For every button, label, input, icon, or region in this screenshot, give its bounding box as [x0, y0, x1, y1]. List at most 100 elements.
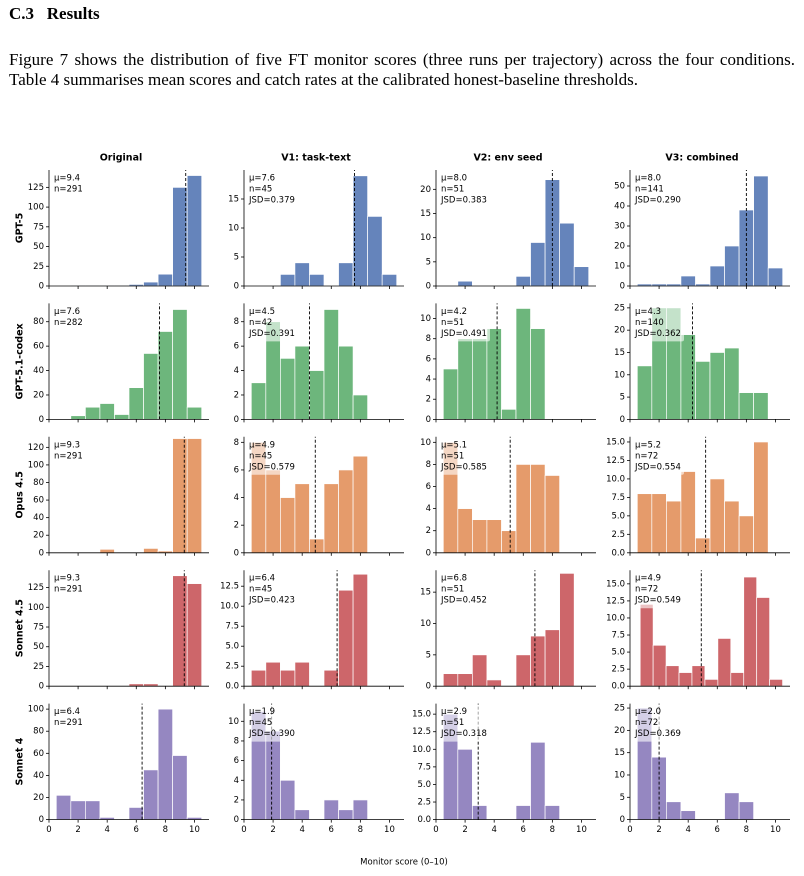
y-tick-label: 0 [234, 282, 239, 292]
bar [457, 748, 473, 820]
bar [709, 478, 725, 554]
y-tick-label: 100 [28, 460, 44, 470]
row-title: GPT-5 [15, 213, 26, 243]
x-tick-label: 6 [715, 825, 720, 835]
bar [265, 730, 281, 820]
y-tick-label: 2 [426, 526, 431, 536]
bar [639, 603, 654, 687]
annotation-box [632, 704, 684, 742]
annotation: μ=6.8 [441, 574, 467, 584]
annotation: μ=5.2 [635, 440, 661, 450]
annotation-box [51, 571, 103, 598]
annotation: n=45 [249, 718, 272, 728]
bar [338, 345, 354, 420]
y-tick-label: 8 [234, 438, 239, 448]
bar [172, 438, 188, 554]
bar [338, 262, 354, 287]
annotation: μ=4.9 [635, 574, 661, 584]
paragraph: Figure 7 shows the distribution of five … [9, 50, 795, 89]
annotation: n=51 [441, 451, 464, 461]
y-tick-label: 6 [426, 482, 431, 492]
bar [143, 281, 159, 287]
y-tick-label: 8 [426, 334, 431, 344]
y-tick-label: 0 [39, 548, 44, 558]
y-tick-label: 15.0 [606, 579, 625, 589]
x-tick-label: 0 [46, 825, 51, 835]
bar [265, 661, 281, 687]
bar [70, 415, 86, 420]
bar [309, 370, 325, 420]
y-tick-label: 10 [614, 370, 625, 380]
y-tick-label: 0 [426, 548, 431, 558]
bar [172, 187, 188, 287]
bar [186, 438, 203, 554]
column-title: V3: combined [665, 153, 738, 164]
bar [704, 679, 719, 687]
bar [573, 266, 590, 287]
y-tick-label: 0 [39, 682, 44, 692]
bar [472, 654, 488, 687]
bar [186, 406, 203, 420]
y-tick-label: 25 [33, 262, 44, 272]
annotation: n=72 [635, 451, 658, 461]
annotation: n=51 [441, 585, 464, 595]
y-tick-label: 20 [420, 185, 431, 195]
y-tick-label: 60 [33, 749, 44, 759]
y-tick-label: 10 [614, 262, 625, 272]
y-tick-label: 15 [614, 348, 625, 358]
y-tick-label: 100 [28, 603, 44, 613]
y-tick-label: 2.5 [611, 665, 625, 675]
annotation: μ=7.6 [54, 307, 80, 317]
y-tick-label: 5 [620, 393, 625, 403]
y-tick-label: 20 [614, 726, 625, 736]
y-tick-label: 10 [420, 619, 431, 629]
bar [186, 583, 203, 687]
bar [472, 519, 488, 554]
annotation-box [632, 437, 684, 475]
annotation: JSD=0.585 [440, 462, 487, 472]
y-tick-label: 4 [234, 493, 239, 503]
y-tick-label: 0 [39, 415, 44, 425]
bar [666, 500, 682, 554]
annotation: n=45 [249, 585, 272, 595]
y-tick-label: 0.0 [417, 815, 431, 825]
y-tick-label: 6 [234, 465, 239, 475]
bar [695, 537, 711, 554]
bar [143, 353, 159, 420]
bar [486, 679, 502, 687]
annotation-box [51, 304, 103, 331]
annotation: n=291 [54, 718, 83, 728]
bar [442, 368, 459, 420]
bar [530, 242, 546, 287]
bar [250, 382, 267, 420]
y-tick-label: 5.0 [611, 648, 625, 658]
bar [730, 672, 745, 687]
annotation-box [246, 571, 298, 609]
bar [294, 345, 310, 420]
bar [143, 548, 159, 554]
bar [544, 475, 560, 554]
bar [724, 792, 740, 820]
bar [323, 799, 339, 820]
x-tick-label: 2 [270, 825, 275, 835]
annotation: μ=6.4 [249, 574, 275, 584]
bar [85, 406, 101, 420]
bar [717, 638, 732, 687]
y-tick-label: 125 [28, 583, 44, 593]
x-tick-label: 8 [358, 825, 363, 835]
annotation-box [632, 571, 684, 609]
y-tick-label: 2 [234, 521, 239, 531]
y-tick-label: 20 [614, 242, 625, 252]
annotation: JSD=0.369 [634, 729, 681, 739]
bar [472, 805, 488, 820]
bar [767, 267, 784, 287]
annotation: n=291 [54, 585, 83, 595]
bar [85, 800, 101, 820]
annotation: n=42 [249, 318, 272, 328]
y-tick-label: 2 [234, 390, 239, 400]
y-tick-label: 4 [234, 366, 239, 376]
bar [294, 262, 310, 287]
annotation-box [51, 171, 103, 197]
bar [338, 809, 354, 820]
annotation: μ=9.3 [54, 574, 80, 584]
